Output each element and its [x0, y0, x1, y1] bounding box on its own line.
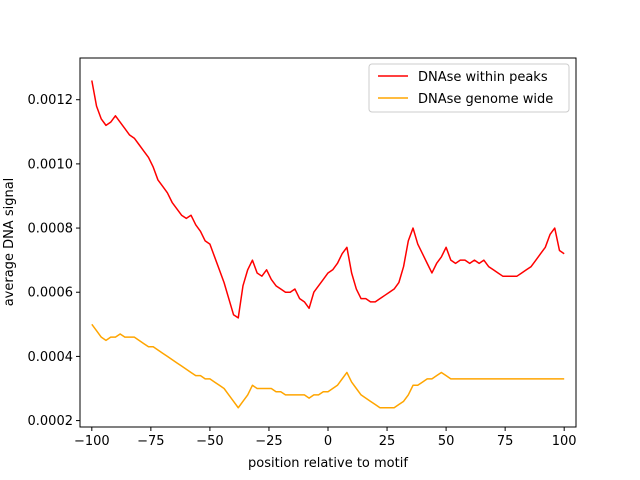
x-tick-label: −100: [74, 434, 110, 449]
series-line-genome-wide: [91, 323, 565, 409]
y-tick-label: 0.0004: [28, 350, 74, 365]
y-tick-label: 0.0008: [28, 222, 74, 237]
y-tick-label: 0.0010: [28, 157, 74, 172]
x-tick-label: 75: [497, 434, 514, 449]
x-tick-label: −25: [255, 434, 282, 449]
legend: DNAse within peaks DNAse genome wide: [368, 63, 570, 113]
series-line-within-peaks: [91, 80, 565, 319]
y-tick-label: 0.0002: [28, 414, 74, 429]
y-tick-label: 0.0012: [28, 93, 74, 108]
x-axis-label: position relative to motif: [248, 456, 408, 471]
legend-box: [368, 63, 570, 113]
y-axis-ticks: 0.0002 0.0004 0.0006 0.0008 0.0010 0.0012: [28, 93, 80, 429]
x-tick-label: 0: [324, 434, 332, 449]
plot-lines: [91, 80, 565, 409]
legend-label-genome-wide: DNAse genome wide: [418, 92, 553, 107]
x-axis-ticks: −100 −75 −50 −25 0 25 50 75 100: [74, 427, 577, 449]
y-axis-label: average DNA signal: [2, 178, 17, 307]
x-tick-label: −75: [137, 434, 164, 449]
x-tick-label: −50: [196, 434, 223, 449]
x-tick-label: 25: [379, 434, 396, 449]
x-tick-label: 50: [438, 434, 455, 449]
legend-label-within-peaks: DNAse within peaks: [418, 70, 548, 85]
y-tick-label: 0.0006: [28, 286, 74, 301]
x-tick-label: 100: [552, 434, 577, 449]
